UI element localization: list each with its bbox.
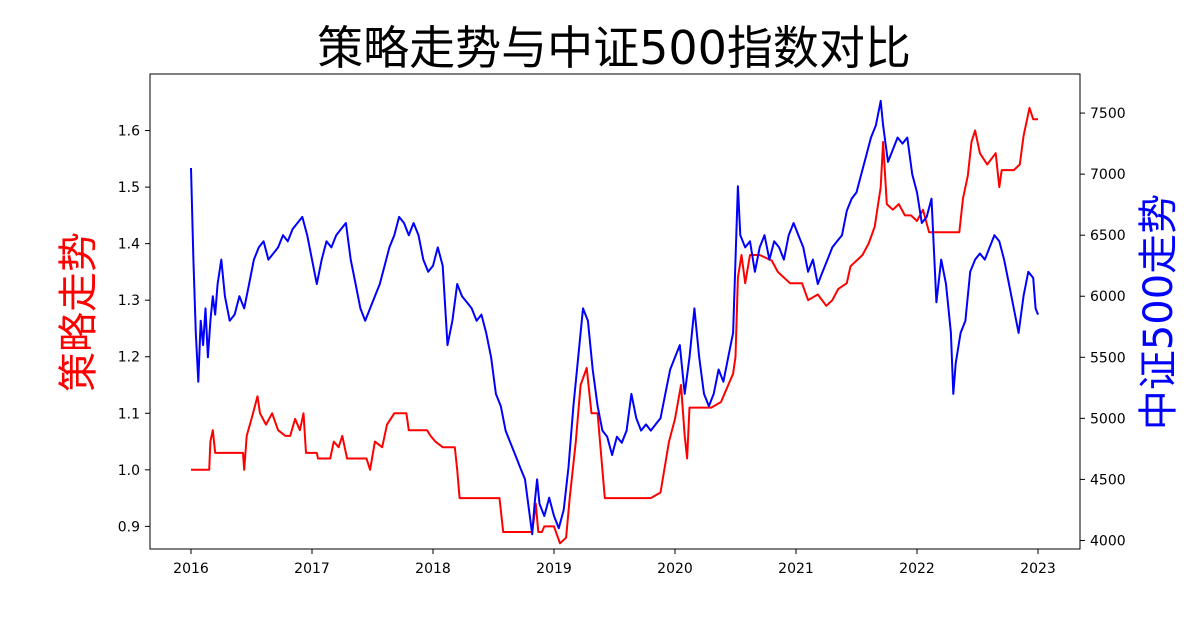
x-tick-label: 2023 [1020, 561, 1056, 577]
y-right-tick-label: 7000 [1090, 167, 1126, 183]
y-left-tick-label: 0.9 [118, 519, 140, 535]
x-tick-label: 2022 [899, 561, 935, 577]
y-axis-left: 0.9 1.0 1.1 1.2 1.3 1.4 1.5 1.6 [118, 124, 150, 535]
y-left-tick-label: 1.4 [118, 237, 140, 253]
y-axis-right: 4000 4500 5000 5500 6000 6500 7000 7500 [1080, 106, 1126, 549]
y-axis-right-label: 中证500走势 [1136, 194, 1182, 430]
y-left-tick-label: 1.3 [118, 293, 140, 309]
chart-title: 策略走势与中证500指数对比 [317, 21, 911, 75]
plot-frame [149, 73, 1081, 550]
y-right-tick-label: 4000 [1090, 533, 1126, 549]
y-right-tick-label: 5000 [1090, 411, 1126, 427]
csi500-series-line [190, 99, 1039, 536]
strategy-series-line [191, 106, 1038, 545]
y-left-tick-label: 1.6 [118, 124, 140, 140]
x-tick-label: 2019 [536, 561, 572, 577]
y-left-tick-label: 1.5 [118, 180, 140, 196]
y-right-tick-label: 6500 [1090, 228, 1126, 244]
y-right-tick-label: 7500 [1090, 106, 1126, 122]
x-tick-label: 2018 [415, 561, 451, 577]
x-axis: 2016 2017 2018 2019 2020 2021 2022 2023 [173, 549, 1056, 577]
x-tick-label: 2021 [778, 561, 814, 577]
y-axis-left-label: 策略走势 [56, 232, 102, 392]
y-right-tick-label: 5500 [1090, 350, 1126, 366]
plot-area [150, 74, 1080, 549]
y-left-tick-label: 1.1 [118, 406, 140, 422]
x-tick-label: 2016 [173, 561, 209, 577]
y-left-tick-label: 1.2 [118, 350, 140, 366]
y-right-tick-label: 4500 [1090, 472, 1126, 488]
plot-background [150, 74, 1080, 549]
y-left-tick-label: 1.0 [118, 463, 140, 479]
x-tick-label: 2020 [657, 561, 693, 577]
x-tick-label: 2017 [294, 561, 330, 577]
series-layer [190, 99, 1039, 545]
y-right-tick-label: 6000 [1090, 289, 1126, 305]
